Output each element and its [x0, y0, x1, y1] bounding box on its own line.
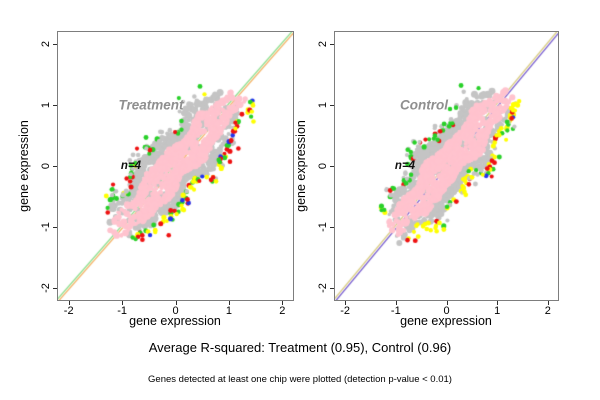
y-axis-title-treatment: gene expression [17, 120, 31, 212]
x-axis-title-treatment: gene expression [129, 314, 221, 328]
x-tick-label: -2 [340, 305, 351, 317]
caption-r-squared: Average R-squared: Treatment (0.95), Con… [148, 340, 452, 355]
y-tick [53, 44, 57, 46]
y-tick [53, 166, 57, 167]
footnote-detection: Genes detected at least one chip were pl… [148, 374, 452, 385]
n-annotation-treatment: n=4 [120, 160, 142, 172]
y-tick-label: 0 [317, 162, 329, 170]
y-tick [330, 287, 334, 289]
y-tick-label: 1 [40, 102, 52, 109]
x-tick [446, 301, 448, 305]
x-tick [547, 301, 549, 305]
y-tick [330, 105, 334, 107]
y-tick-label: -2 [317, 282, 329, 293]
x-tick [228, 301, 230, 305]
panel-treatment: gene expression Treatment n=4 gene expre… [17, 31, 294, 328]
n-annotation-control: n=4 [394, 160, 416, 172]
y-tick [53, 287, 57, 289]
x-tick-label: 0 [172, 305, 179, 317]
y-tick [53, 226, 57, 228]
y-tick [330, 44, 334, 46]
x-tick-label: 2 [279, 305, 286, 317]
panel-control: gene expression Control n=4 gene express… [294, 0, 600, 400]
x-axis-title-control: gene expression [400, 314, 492, 328]
y-tick-label: 0 [40, 162, 52, 170]
x-tick [497, 301, 499, 305]
x-tick-label: -2 [63, 305, 74, 317]
x-tick [282, 301, 284, 305]
x-tick-label: 0 [443, 305, 450, 317]
y-tick [330, 226, 334, 228]
x-tick-label: 2 [544, 305, 551, 317]
y-tick [53, 105, 57, 107]
y-tick-label: -1 [40, 222, 52, 232]
y-axis-title-control: gene expression [294, 120, 308, 212]
panel-title-control: Control [400, 97, 448, 113]
scatter-canvas-control [335, 32, 558, 300]
x-tick [395, 301, 397, 305]
x-tick-label: -1 [390, 305, 401, 317]
x-tick-label: -1 [117, 305, 127, 317]
y-tick-label: 2 [317, 41, 329, 48]
y-tick-label: 2 [40, 41, 52, 48]
x-tick [175, 301, 177, 305]
x-tick-label: 1 [225, 305, 232, 317]
x-tick [68, 301, 70, 305]
y-tick-label: 1 [317, 102, 329, 109]
y-tick-label: -2 [40, 282, 52, 293]
x-tick [345, 301, 347, 305]
plot-area-control: Control n=4 [334, 31, 559, 301]
x-tick-label: 1 [494, 305, 501, 317]
y-tick-label: -1 [317, 222, 329, 232]
y-tick [330, 166, 334, 167]
x-tick [122, 301, 124, 305]
scatter-canvas-treatment [58, 32, 293, 300]
plot-area-treatment: Treatment n=4 [57, 31, 294, 301]
panel-title-treatment: Treatment [118, 97, 184, 113]
